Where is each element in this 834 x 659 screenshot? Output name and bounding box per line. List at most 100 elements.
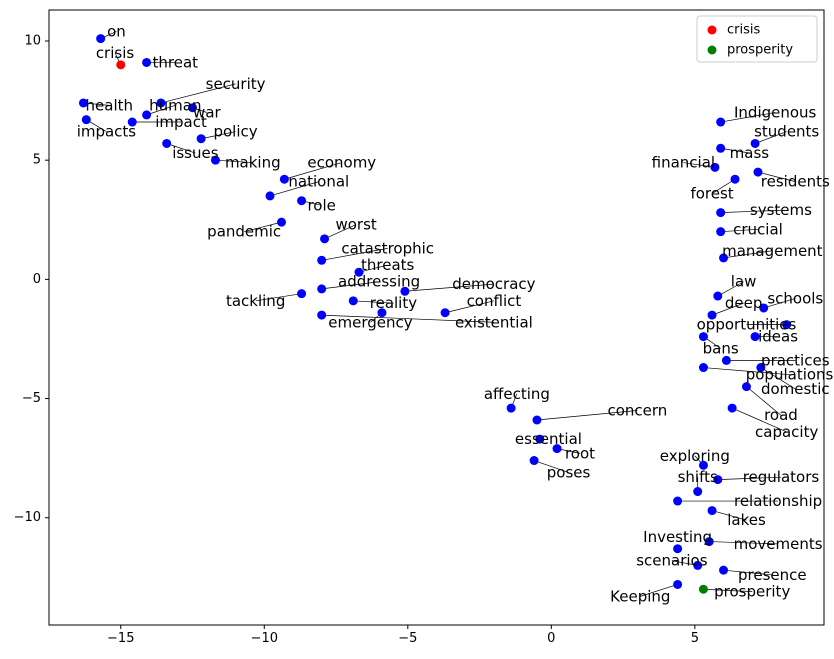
point-impacts <box>81 115 91 125</box>
point-conflict <box>440 308 450 318</box>
point-existential <box>317 310 327 320</box>
label-schools: schools <box>767 289 823 307</box>
plot-frame <box>48 9 825 626</box>
label-presence: presence <box>738 566 807 584</box>
point-democracy <box>400 286 410 296</box>
y-tick-label: 0 <box>33 272 41 287</box>
label-opportunities: opportunities <box>697 316 797 334</box>
label-issues: issues <box>172 144 219 162</box>
point-domestic <box>756 363 766 373</box>
label-domestic: domestic <box>761 380 830 398</box>
point-impact <box>127 117 137 127</box>
label-financial: financial <box>652 154 715 172</box>
label-prosperity: prosperity <box>714 583 790 601</box>
point-crucial <box>716 227 726 237</box>
point-root <box>552 444 562 454</box>
point-prosperity <box>698 584 708 594</box>
connector-road <box>746 386 782 416</box>
label-ideas: ideas <box>758 328 798 346</box>
label-pandemic: pandemic <box>207 223 281 241</box>
label-practices: practices <box>761 351 830 369</box>
connector-financial <box>683 162 715 168</box>
point-shifts <box>693 487 703 497</box>
label-security: security <box>206 75 266 93</box>
connector-national <box>269 181 319 197</box>
label-crucial: crucial <box>733 220 783 238</box>
point-road <box>742 382 751 392</box>
point-tackling <box>297 289 307 299</box>
label-connectors <box>83 31 796 597</box>
label-capacity: capacity <box>755 423 818 441</box>
connector-forest <box>711 178 736 194</box>
connector-reality <box>353 300 394 304</box>
label-students: students <box>754 123 819 141</box>
point-affecting <box>506 403 516 413</box>
connector-Keeping <box>640 584 678 597</box>
point-regulators <box>713 475 723 485</box>
label-bans: bans <box>703 339 739 357</box>
point-threats <box>354 267 364 277</box>
label-impacts: impacts <box>77 123 137 141</box>
label-scenarios: scenarios <box>636 552 708 570</box>
point-security <box>156 98 166 108</box>
connector-residents <box>757 171 796 182</box>
legend-label-crisis: crisis <box>727 23 760 38</box>
point-populations <box>698 363 708 373</box>
connector-human <box>146 105 176 116</box>
connector-addressing <box>321 281 380 290</box>
point-residents <box>753 167 763 177</box>
label-conflict: conflict <box>467 292 522 310</box>
label-Indigenous: Indigenous <box>734 104 817 122</box>
point-law <box>713 291 723 301</box>
x-tick-label: −15 <box>107 631 134 646</box>
point-addressing <box>317 284 327 294</box>
point-health <box>78 98 88 108</box>
point-national <box>265 191 275 201</box>
connector-management <box>723 250 773 259</box>
point-crisis <box>116 60 126 70</box>
x-tick-label: −5 <box>398 631 417 646</box>
connector-movements <box>709 541 779 545</box>
point-on <box>96 34 106 44</box>
point-catastrophic <box>317 255 327 265</box>
x-tick-label: −10 <box>251 631 278 646</box>
y-tick-label: 5 <box>33 153 41 168</box>
point-forest <box>730 174 740 184</box>
point-Keeping <box>673 579 683 589</box>
label-tackling: tackling <box>226 292 285 310</box>
point-systems <box>716 208 726 218</box>
legend-marker-crisis <box>707 25 717 35</box>
connector-lakes <box>711 510 747 521</box>
label-road: road <box>764 406 798 424</box>
axis-ticks: −15 −10 −5 0 5 −10 −5 0 5 10 <box>14 33 699 646</box>
connector-Indigenous <box>720 112 776 123</box>
connector-security <box>160 83 236 104</box>
connector-deep <box>711 302 744 316</box>
label-threats: threats <box>361 256 415 274</box>
legend: crisis prosperity <box>696 15 818 63</box>
connector-mass <box>720 147 750 154</box>
point-concern <box>532 415 542 425</box>
connector-policy <box>201 131 236 140</box>
connector-students <box>754 131 787 144</box>
connector-existential <box>321 314 494 323</box>
label-worst: worst <box>335 216 376 234</box>
label-making: making <box>225 154 281 172</box>
label-poses: poses <box>547 463 591 481</box>
label-economy: economy <box>307 154 376 172</box>
point-practices <box>721 355 731 365</box>
label-relationship: relationship <box>734 492 822 510</box>
point-lakes <box>707 506 717 516</box>
point-presence <box>719 565 729 575</box>
label-war: war <box>193 104 221 122</box>
point-schools <box>759 303 769 313</box>
connector-concern <box>536 410 638 421</box>
point-policy <box>196 134 206 144</box>
label-role: role <box>307 196 335 214</box>
connector-tackling <box>255 293 302 302</box>
point-mass <box>716 143 726 153</box>
point-reality <box>348 296 358 306</box>
label-mass: mass <box>730 144 770 162</box>
